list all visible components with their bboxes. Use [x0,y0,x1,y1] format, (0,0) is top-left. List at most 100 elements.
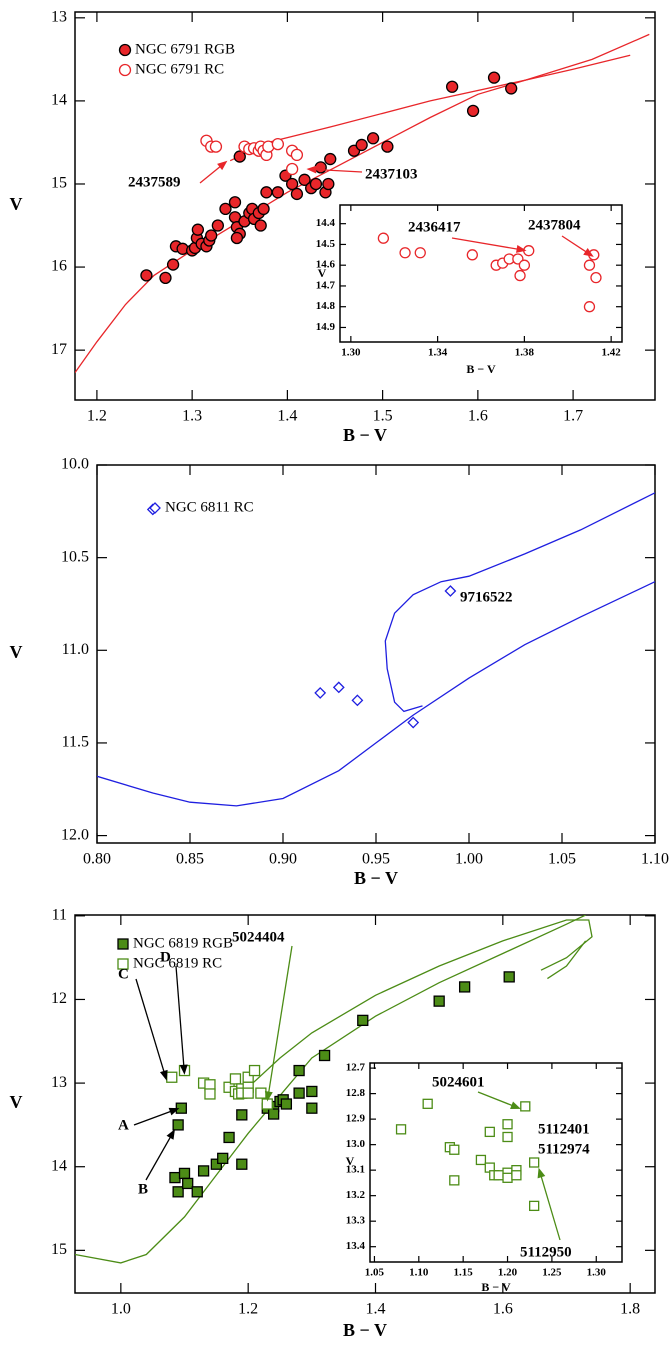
x-tick-label: 1.5 [373,408,393,425]
model-isochrone [97,581,655,807]
marker [583,301,596,313]
x-tick-label: 0.80 [83,851,111,868]
marker [230,231,244,245]
marker [583,259,596,271]
marker [529,1157,540,1168]
arrow-head [264,1090,273,1102]
marker [169,1171,181,1184]
y-axis-label: V [346,1154,355,1168]
annotation: 5024404 [232,929,285,945]
y-tick-label: 10.5 [61,548,89,565]
model-isochrone [547,940,587,980]
legend-marker [117,958,129,970]
marker [407,716,420,729]
marker [466,104,480,118]
x-axis-label: B − V [481,1280,511,1294]
panel: 0.80 0.85 0.90 0.95 1.00 1.05 1.10 10.0 10.5 11.0… [10,456,670,888]
marker [357,1014,369,1027]
marker [172,1119,184,1131]
marker [505,82,518,95]
plot-area [395,1098,540,1212]
plot-area [377,232,602,313]
y-tick-label: 10.0 [61,456,89,473]
x-tick-label: 1.4 [277,408,297,425]
marker [293,1087,305,1099]
y-tick-label: 14 [51,92,67,109]
marker [140,269,153,282]
marker [306,1102,318,1114]
x-tick-label: 1.2 [87,408,107,425]
marker [445,80,459,93]
arrow-head [217,160,228,171]
marker [248,1064,261,1077]
marker [503,971,515,983]
legend-marker [117,938,129,950]
y-tick-label: 11 [52,907,67,924]
y-tick-label: 14.9 [316,321,336,333]
plot-area [75,915,593,1264]
annotation-arrow [175,965,185,1068]
y-tick-label: 13.0 [346,1138,366,1150]
marker [285,177,299,191]
marker [314,686,327,699]
y-tick-label: 14.6 [316,259,336,271]
legend-label: NGC 6791 RGB [135,41,235,57]
marker [466,249,478,261]
annotation: 2437589 [128,174,181,190]
marker [229,1073,242,1085]
y-tick-label: 14.7 [316,279,336,291]
x-tick-label: 1.30 [341,347,361,359]
marker [211,219,225,232]
marker [204,1088,216,1100]
marker [191,1186,203,1198]
annotation-arrow [133,1110,174,1126]
marker [511,1170,522,1181]
marker [280,1098,293,1110]
x-axis-label: B − V [466,362,496,376]
y-tick-label: 11.0 [62,641,89,658]
x-tick-label: 1.15 [454,1267,474,1279]
x-tick-label: 1.20 [498,1267,518,1279]
marker [318,1049,331,1062]
arrow-head [179,1064,188,1075]
annotation: 5112401 [538,1121,590,1137]
marker [529,1200,540,1212]
marker [233,150,246,163]
x-tick-label: 1.42 [602,347,622,359]
annotation: 2437804 [528,217,581,233]
annotation: D [160,949,171,965]
marker [484,1126,495,1138]
marker [205,229,218,242]
arrow-head [168,1107,180,1116]
marker [209,140,223,153]
marker [324,152,337,166]
marker [306,1085,318,1098]
annotation-arrow [539,1174,561,1241]
x-tick-label: 1.38 [515,347,535,359]
marker [267,1108,280,1120]
y-tick-label: 17 [51,341,67,358]
marker [159,271,172,285]
arrow-head [537,1167,546,1179]
y-tick-label: 14.8 [316,300,336,312]
marker [355,138,368,152]
marker [322,177,335,191]
y-tick-label: 14 [51,1157,67,1174]
marker [309,177,323,191]
legend-marker [149,502,161,514]
marker [210,1158,222,1170]
y-tick-label: 13.1 [346,1164,365,1176]
y-tick-label: 12.7 [346,1062,366,1074]
marker [520,1101,531,1112]
marker [314,161,327,174]
marker [590,272,602,284]
marker [166,258,180,271]
plot-frame [96,464,656,844]
marker [223,1131,235,1144]
marker [487,71,501,84]
y-tick-label: 13.4 [346,1240,366,1252]
annotation-arrow [145,1134,173,1181]
y-tick-label: 13 [51,8,67,25]
marker [332,681,345,694]
marker [255,1087,267,1099]
